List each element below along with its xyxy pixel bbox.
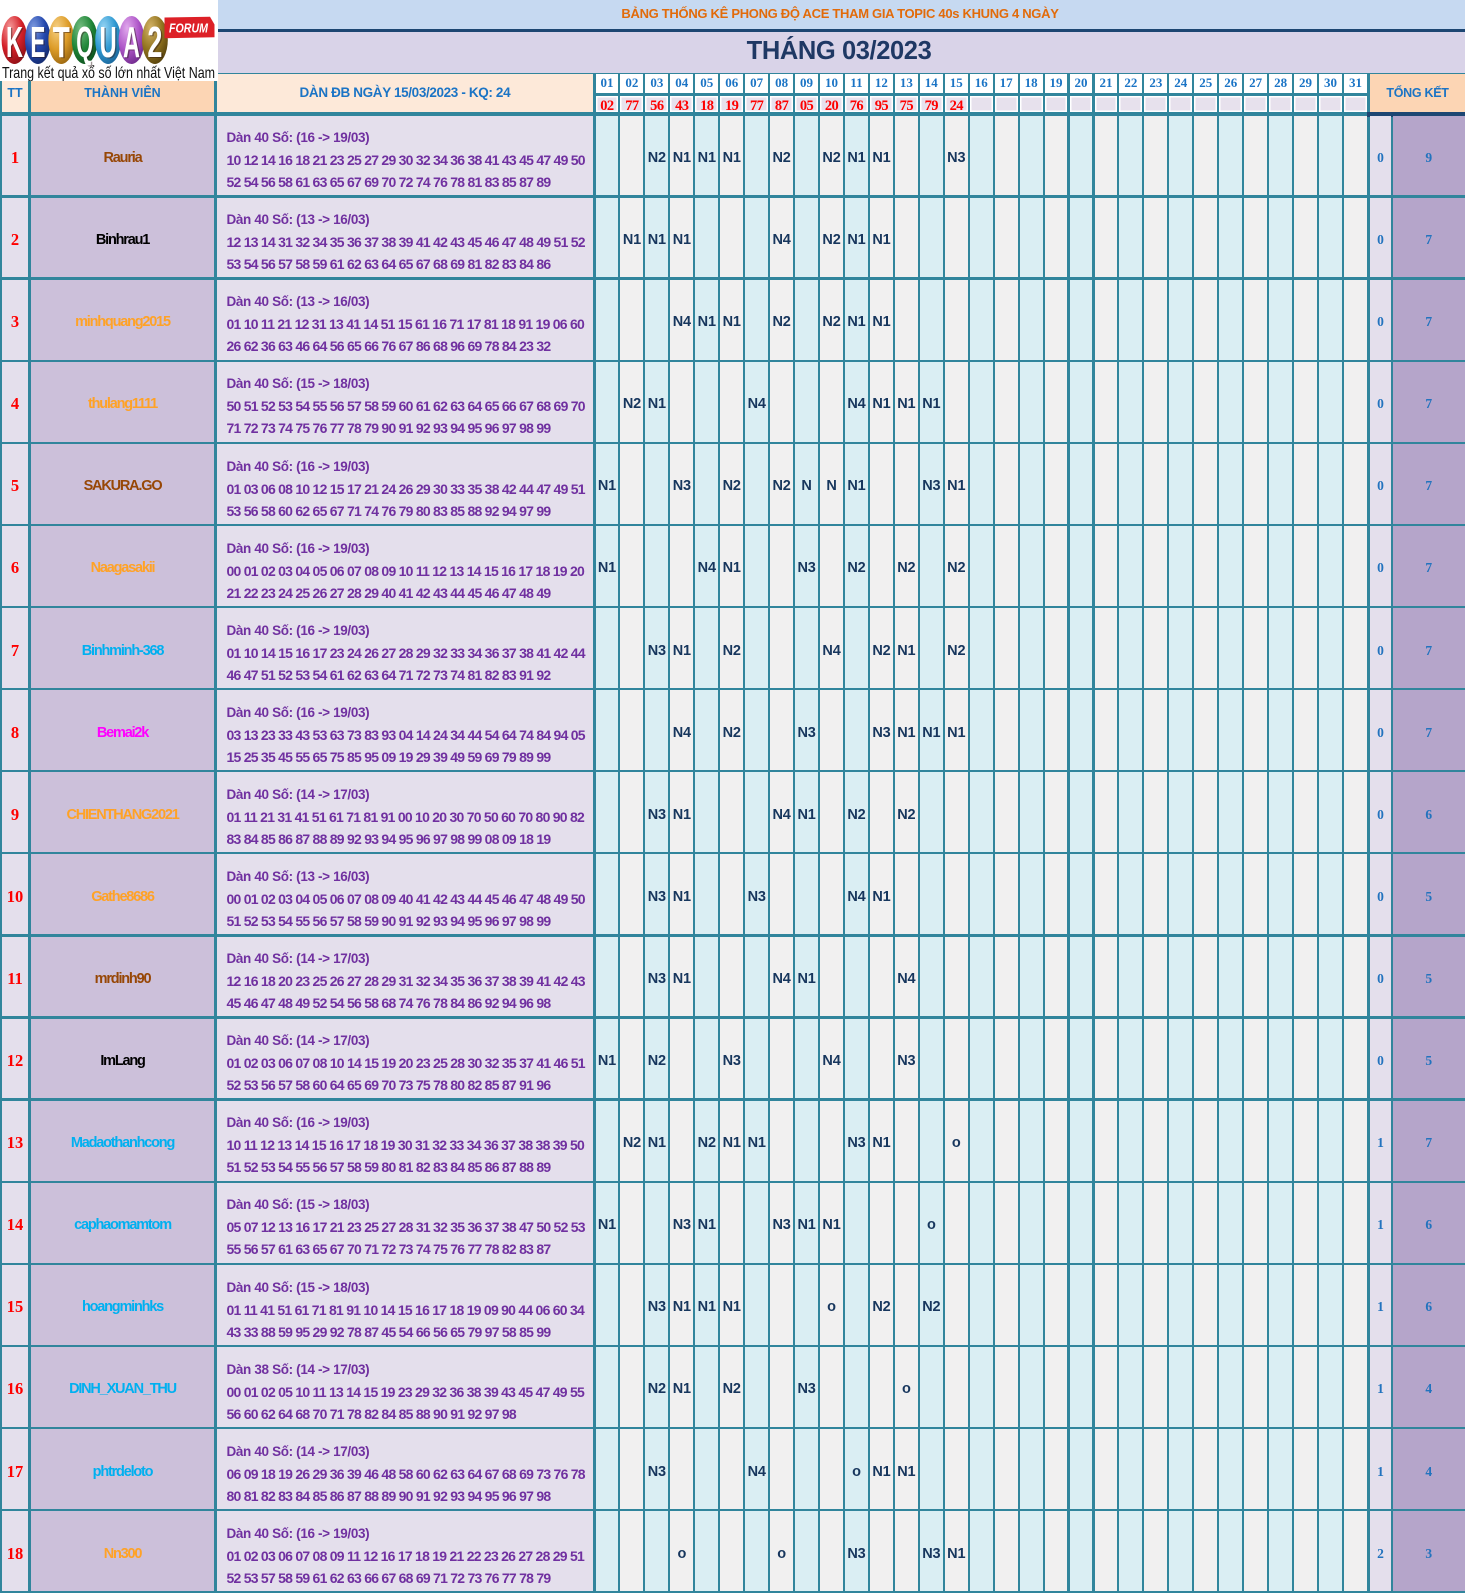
svg-text:K: K bbox=[7, 19, 24, 68]
svg-text:Trang kết quả xổ số lớn nhất V: Trang kết quả xổ số lớn nhất Việt Nam bbox=[2, 64, 215, 81]
svg-text:U: U bbox=[101, 19, 118, 68]
svg-text:2: 2 bbox=[149, 19, 164, 68]
svg-text:U: U bbox=[100, 18, 117, 67]
svg-text:2: 2 bbox=[147, 18, 162, 67]
svg-text:T: T bbox=[53, 18, 70, 67]
svg-text:FORUM: FORUM bbox=[169, 21, 209, 36]
svg-text:T: T bbox=[54, 19, 71, 68]
svg-text:Q: Q bbox=[76, 18, 93, 67]
svg-text:A: A bbox=[123, 18, 140, 67]
svg-text:E: E bbox=[32, 19, 47, 68]
svg-text:A: A bbox=[124, 19, 141, 68]
svg-text:K: K bbox=[6, 18, 23, 67]
svg-text:E: E bbox=[30, 18, 45, 67]
svg-text:Q: Q bbox=[78, 19, 95, 68]
